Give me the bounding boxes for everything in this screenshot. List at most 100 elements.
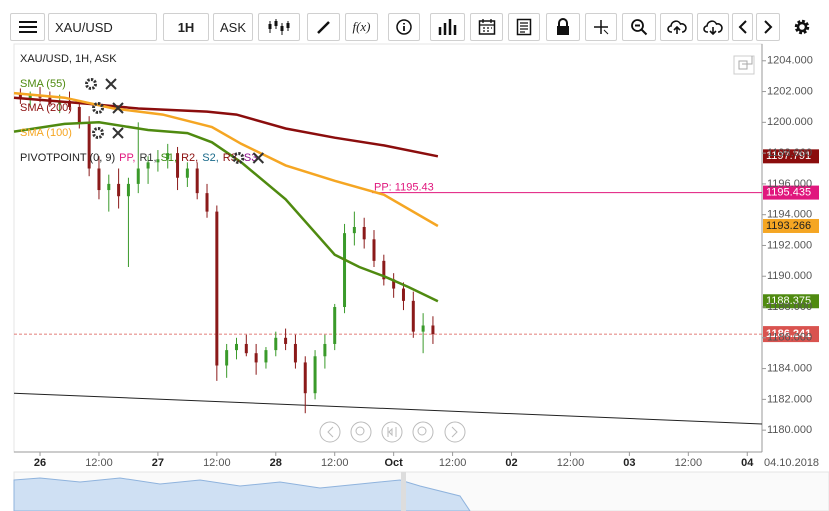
- cloud-down-icon: [703, 20, 723, 35]
- news-button[interactable]: [508, 13, 540, 41]
- legend-entry: SMA (200): [20, 102, 72, 114]
- plot-area: PP: 1195.43 1195.435 1186.241 1188.375 1197.…: [13, 86, 819, 425]
- x-tick-label: 26: [34, 457, 46, 469]
- x-tick-label: 12:00: [85, 457, 113, 469]
- icon: [451, 426, 458, 438]
- candle-body: [313, 356, 317, 394]
- settings-icon[interactable]: [85, 78, 97, 90]
- x-tick-label: 12:00: [439, 457, 467, 469]
- candle-body: [333, 307, 337, 344]
- y-tick-label: 1192.000: [767, 239, 812, 251]
- pivot-level: R3,: [223, 152, 240, 164]
- remove-icon[interactable]: [112, 102, 124, 114]
- popout-icon: [738, 56, 753, 70]
- y-tick-label: 1184.000: [767, 362, 812, 374]
- indicator-price-box: [763, 294, 819, 309]
- icon: [387, 427, 397, 437]
- candle-body: [274, 337, 278, 351]
- indicator-price-label: 1188.375: [766, 295, 811, 307]
- candle-body: [87, 122, 91, 169]
- candle-body: [343, 233, 347, 308]
- candle-body: [411, 300, 415, 332]
- pivot-legend-name: PIVOTPOINT (0, 9): [20, 152, 115, 164]
- pivot-level: R2,: [181, 152, 198, 164]
- y-tick-label: 1198.000: [767, 147, 812, 159]
- menu-button[interactable]: [10, 13, 45, 41]
- candle-body: [18, 94, 22, 100]
- scroll-left-button[interactable]: [319, 421, 341, 443]
- trendline: [13, 392, 763, 425]
- right-icon: [764, 20, 773, 34]
- candle-body: [362, 226, 366, 240]
- y-tick-label: 1202.000: [767, 85, 813, 97]
- lock-button[interactable]: [546, 13, 580, 41]
- calendar-button[interactable]: [470, 13, 503, 41]
- remove-icon[interactable]: [105, 78, 117, 90]
- y-tick-label: 1200.000: [767, 116, 813, 128]
- remove-icon[interactable]: [112, 127, 124, 139]
- candle-body: [421, 325, 425, 332]
- chart-type-button[interactable]: [258, 13, 300, 41]
- pivot-price-label: 1195.435: [766, 187, 811, 199]
- candle-body: [195, 168, 199, 194]
- indicator-price-box: [763, 149, 819, 164]
- candle-body: [107, 183, 111, 191]
- draw-button[interactable]: [307, 13, 340, 41]
- candle-body: [28, 94, 32, 100]
- candle-body: [431, 325, 435, 335]
- bars-icon: [438, 19, 456, 35]
- candle-body: [176, 153, 180, 178]
- info-button[interactable]: [388, 13, 420, 41]
- popout-button[interactable]: [733, 55, 755, 75]
- cloud-up-icon: [666, 20, 687, 34]
- scroll-controls: [319, 421, 466, 443]
- current-price-label: 1186.241: [766, 328, 811, 340]
- timeframe-select[interactable]: 1H: [163, 13, 209, 41]
- download-button[interactable]: [697, 13, 729, 41]
- y-tick-label: 1182.000: [767, 393, 812, 405]
- y-tick-label: 1186.000: [767, 332, 812, 344]
- gear-icon: [794, 19, 809, 35]
- left-icon: [738, 20, 747, 34]
- indicators-button[interactable]: f(x): [345, 13, 378, 41]
- candle-body: [205, 193, 209, 212]
- volume-button[interactable]: [430, 13, 465, 41]
- candle-body: [126, 183, 130, 197]
- pivot-level: S2,: [202, 152, 219, 164]
- indicator-price-label: 1193.266: [766, 220, 811, 232]
- indicator-price-box: [763, 218, 819, 233]
- candle-body: [77, 106, 81, 123]
- x-tick-label: Oct: [384, 457, 403, 469]
- symbol-select[interactable]: XAU/USD: [48, 13, 157, 41]
- settings-icon[interactable]: [92, 127, 104, 139]
- zoom-button[interactable]: [622, 13, 656, 41]
- crosshair-icon: [594, 20, 609, 35]
- x-tick-label: 12:00: [675, 457, 703, 469]
- x-tick-label: 28: [270, 457, 282, 469]
- crosshair-button[interactable]: [585, 13, 617, 41]
- prev-button[interactable]: [732, 13, 753, 41]
- next-button[interactable]: [756, 13, 780, 41]
- zoom-in-button[interactable]: [412, 421, 434, 443]
- price-type-select[interactable]: ASK: [213, 13, 253, 41]
- settings-icon[interactable]: [232, 152, 245, 164]
- indicator-price-label: 1197.791: [766, 150, 811, 162]
- pivot-level: S1,: [161, 152, 178, 164]
- candle-body: [146, 162, 150, 169]
- candle-body: [352, 226, 356, 234]
- candle-body: [136, 168, 140, 184]
- settings-icon[interactable]: [92, 102, 104, 114]
- zoom-out-button[interactable]: [350, 421, 372, 443]
- upload-button[interactable]: [660, 13, 693, 41]
- settings-button[interactable]: [788, 13, 815, 41]
- candle-body: [117, 183, 121, 197]
- date-label: 04.10.2018: [764, 457, 819, 469]
- candle-body: [372, 239, 376, 261]
- scroll-right-button[interactable]: [444, 421, 466, 443]
- y-tick-label: 1194.000: [767, 209, 812, 221]
- candle-body: [401, 288, 405, 301]
- x-tick-label: 04: [741, 457, 754, 469]
- navigator-handle[interactable]: [401, 472, 406, 511]
- remove-icon[interactable]: [252, 152, 265, 164]
